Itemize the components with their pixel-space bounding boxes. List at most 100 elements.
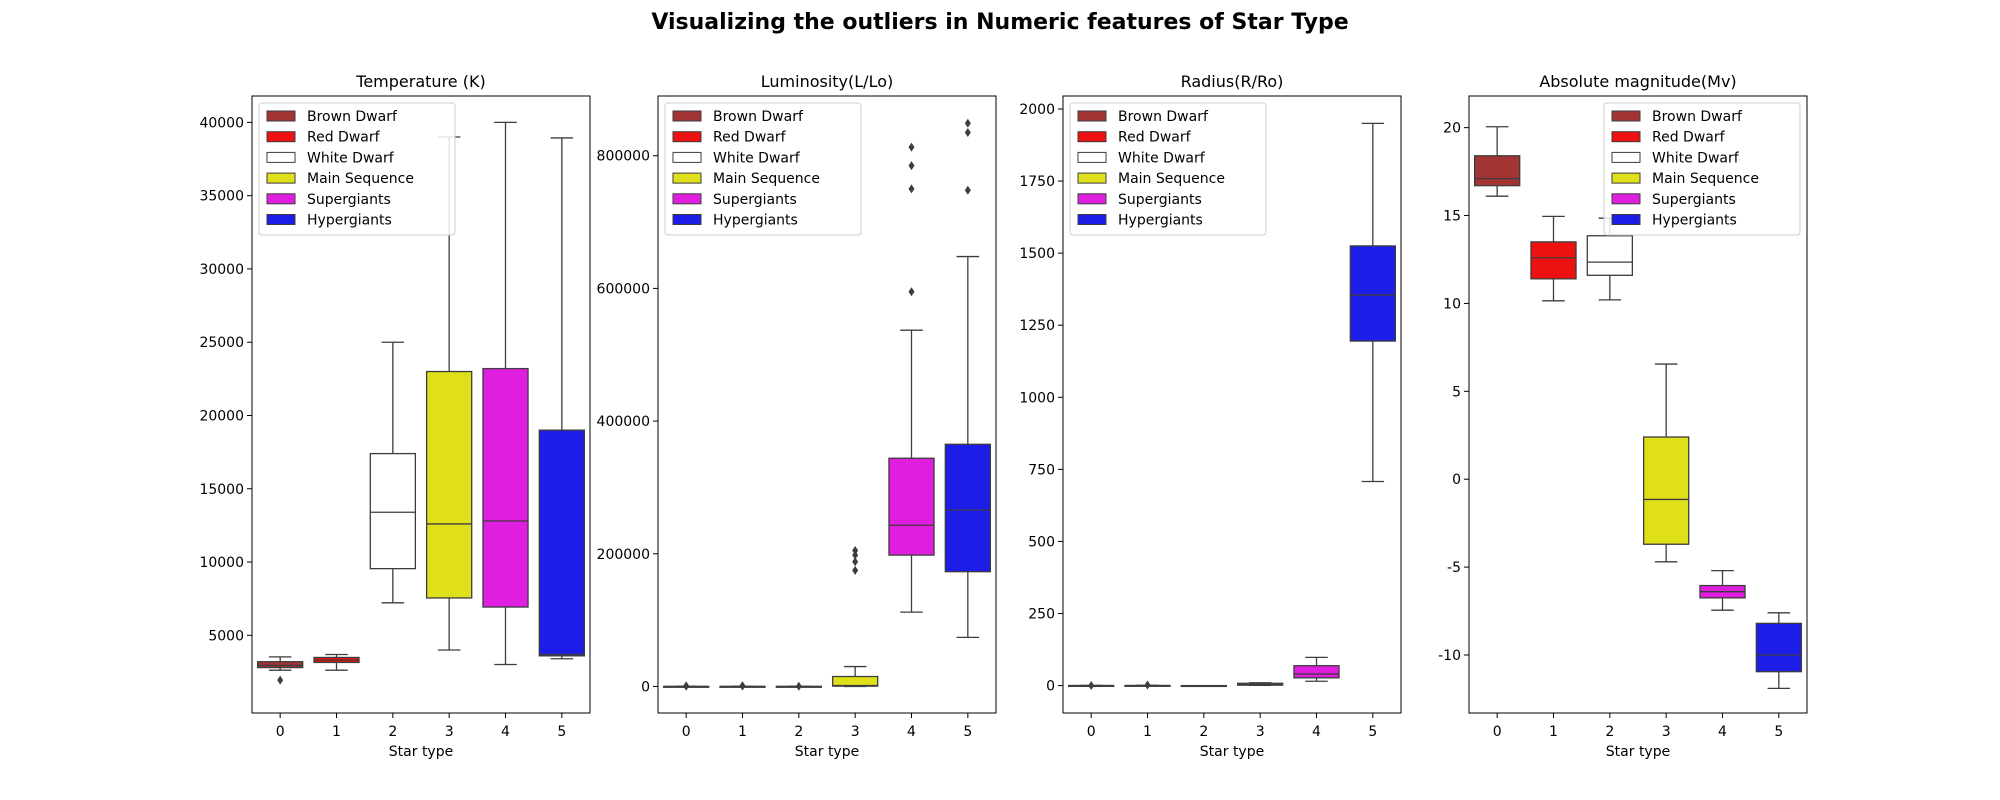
legend-swatch — [266, 151, 296, 163]
x-tick-label: 0 — [682, 724, 691, 740]
legend: Brown Dwarf Red Dwarf White Dwarf Main Sequ… — [1603, 102, 1801, 236]
legend-swatch — [1611, 172, 1641, 184]
x-tick-label: 1 — [1549, 724, 1558, 740]
box-body — [944, 443, 992, 573]
box-5 — [538, 137, 586, 660]
subplot-title: Luminosity(L/Lo) — [761, 72, 893, 91]
x-tick-label: 2 — [1605, 724, 1614, 740]
box-4 — [1699, 569, 1746, 611]
outlier-point — [908, 287, 915, 297]
y-tick-label: 200000 — [597, 547, 650, 563]
box-5 — [1349, 122, 1397, 483]
outlier-point — [739, 681, 746, 691]
box-5 — [1755, 612, 1803, 690]
box-1 — [313, 653, 360, 671]
box-body — [1642, 436, 1690, 545]
outlier-point — [852, 545, 859, 555]
box-2 — [775, 681, 823, 691]
legend-label: Red Dwarf — [713, 130, 787, 146]
subplot-3: Radius(R/Ro)0250500750100012501500175020… — [1019, 72, 1402, 760]
legend-swatch — [672, 131, 702, 143]
y-tick-label: 40000 — [199, 115, 244, 131]
outlier-point — [852, 565, 859, 575]
x-tick-label: 1 — [1143, 724, 1152, 740]
outlier-point — [964, 185, 971, 195]
y-tick-label: 800000 — [597, 149, 650, 165]
x-tick-label: 2 — [794, 724, 803, 740]
legend-frame — [1069, 102, 1267, 236]
box-3 — [1642, 363, 1690, 563]
box-4 — [482, 121, 529, 666]
x-tick-label: 3 — [1256, 724, 1265, 740]
x-tick-label: 4 — [1312, 724, 1321, 740]
legend-swatch — [1077, 214, 1107, 225]
y-tick-label: -10 — [1438, 648, 1461, 664]
x-tick-label: 2 — [388, 724, 397, 740]
outlier-point — [908, 161, 915, 171]
legend-label: Red Dwarf — [307, 130, 381, 146]
figure-title: Visualizing the outliers in Numeric feat… — [651, 10, 1349, 35]
box-4 — [888, 142, 935, 613]
legend-swatch — [1077, 172, 1107, 184]
legend-label: Hypergiants — [1118, 213, 1203, 229]
box-body — [1586, 235, 1634, 276]
legend-swatch — [1611, 193, 1641, 205]
legend-label: Supergiants — [713, 192, 797, 208]
subplot-title: Radius(R/Ro) — [1181, 72, 1284, 91]
y-tick-label: 1500 — [1019, 246, 1055, 262]
subplot-1: Temperature (K) 5000 10000 15000 20000 25000 3… — [199, 72, 591, 760]
box-body — [1293, 665, 1340, 679]
y-tick-label: 1000 — [1019, 390, 1055, 406]
legend-label: White Dwarf — [713, 150, 801, 166]
legend-label: Brown Dwarf — [1118, 109, 1209, 125]
outlier-point — [277, 675, 284, 685]
legend-swatch — [1611, 131, 1641, 143]
outlier-point — [908, 142, 915, 152]
x-tick-label: 1 — [738, 724, 747, 740]
x-tick-label: 4 — [907, 724, 916, 740]
x-tick-label: 1 — [332, 724, 341, 740]
box-body — [369, 452, 417, 570]
legend-label: Red Dwarf — [1652, 130, 1726, 146]
x-tick-label: 5 — [1368, 724, 1377, 740]
x-tick-label: 4 — [501, 724, 510, 740]
x-axis-label: Star type — [1606, 744, 1670, 760]
y-tick-label: -5 — [1447, 560, 1461, 576]
box-0 — [1067, 680, 1115, 690]
x-tick-label: 0 — [276, 724, 285, 740]
y-tick-label: 600000 — [597, 281, 650, 297]
y-tick-label: 2000 — [1019, 102, 1055, 118]
legend-swatch — [1077, 131, 1107, 143]
box-body — [538, 429, 586, 657]
legend-swatch — [672, 193, 702, 205]
legend-swatch — [672, 151, 702, 163]
axes-frame — [657, 95, 997, 714]
y-tick-label: 25000 — [199, 335, 244, 351]
subplot-title: Absolute magnitude(Mv) — [1539, 72, 1736, 91]
box-body — [482, 367, 529, 608]
subplot-2: Luminosity(L/Lo) 0 200000 400000 600000 80000… — [597, 72, 997, 760]
box-0 — [1473, 126, 1521, 197]
y-tick-label: 10 — [1443, 296, 1461, 312]
axes-frame — [1062, 95, 1402, 714]
legend-swatch — [1611, 151, 1641, 163]
legend-frame — [1603, 102, 1801, 236]
box-0 — [662, 681, 710, 691]
outlier-point — [964, 127, 971, 137]
axes-frame — [1468, 95, 1808, 714]
outlier-point — [795, 681, 802, 691]
box-2 — [1180, 684, 1228, 688]
box-body — [1473, 155, 1521, 187]
legend-label: Hypergiants — [307, 213, 392, 229]
legend-label: Brown Dwarf — [307, 109, 398, 125]
legend: Brown Dwarf Red Dwarf White Dwarf Main Sequ… — [258, 102, 456, 236]
y-tick-label: 15 — [1443, 209, 1461, 225]
box-body — [256, 661, 304, 669]
box-0 — [256, 656, 304, 685]
y-tick-label: 0 — [1046, 679, 1055, 695]
outlier-point — [1144, 680, 1151, 690]
y-tick-label: 20 — [1443, 121, 1461, 137]
x-tick-label: 5 — [1774, 724, 1783, 740]
outlier-point — [964, 118, 971, 128]
